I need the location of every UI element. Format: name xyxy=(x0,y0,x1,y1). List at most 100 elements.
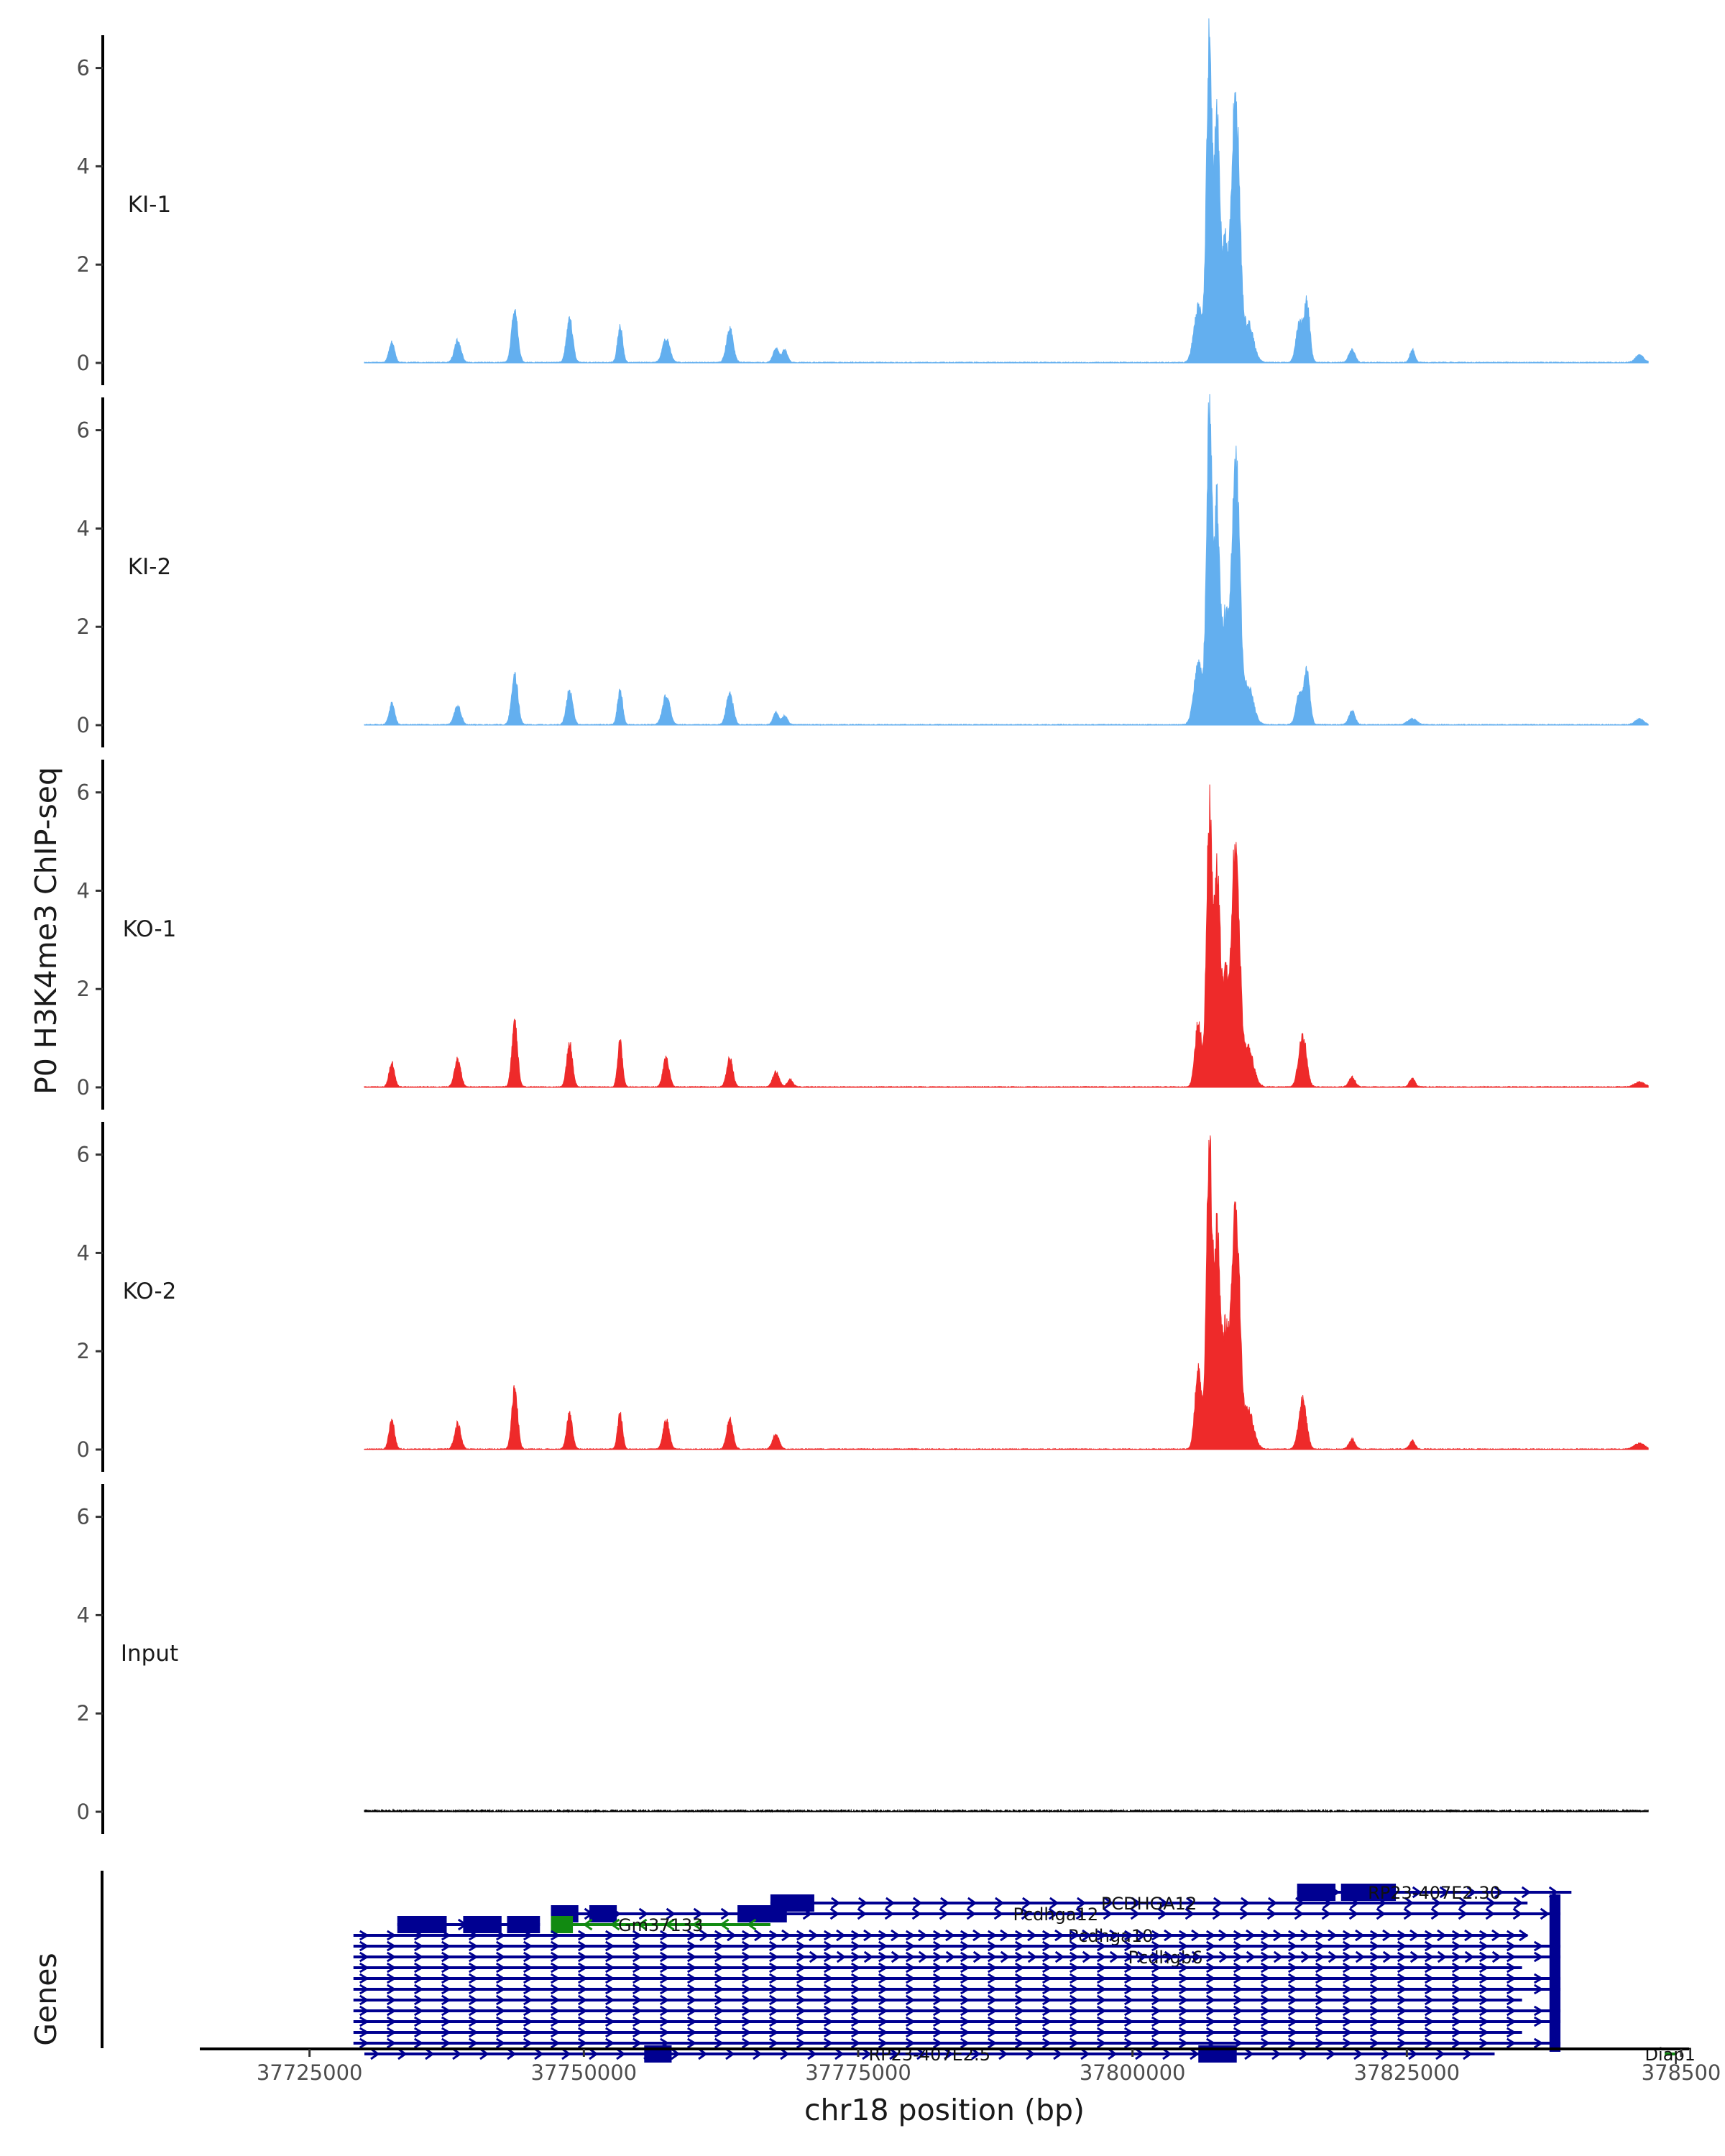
strand-arrow xyxy=(1080,2047,1090,2060)
strand-arrow xyxy=(604,2005,615,2017)
strand-arrow xyxy=(616,2047,626,2060)
strand-arrow xyxy=(1205,2037,1216,2049)
strand-arrow xyxy=(741,2027,752,2038)
strand-arrow xyxy=(1014,1940,1025,1952)
strand-arrow xyxy=(659,2037,670,2049)
strand-arrow xyxy=(468,1973,479,1984)
strand-arrow xyxy=(768,1940,779,1952)
strand-arrow xyxy=(1521,1886,1532,1899)
strand-arrow xyxy=(1287,2027,1298,2038)
strand-arrow xyxy=(823,1951,834,1963)
strand-arrow xyxy=(1178,1930,1189,1941)
strand-arrow xyxy=(1342,1962,1353,1973)
strand-arrow xyxy=(796,1930,806,1941)
strand-arrow xyxy=(1506,2016,1517,2027)
strand-arrow xyxy=(1451,2027,1462,2038)
strand-arrow xyxy=(1506,1973,1517,1984)
strand-arrow xyxy=(359,2016,369,2027)
strand-arrow xyxy=(1123,1984,1134,1995)
strand-arrow xyxy=(386,2037,397,2049)
strand-arrow xyxy=(1108,2047,1118,2060)
strand-arrow xyxy=(1540,1907,1550,1920)
strand-arrow xyxy=(768,1962,779,1973)
strand-arrow xyxy=(1451,2037,1462,2049)
strand-arrow xyxy=(632,1994,643,2006)
strand-arrow xyxy=(1123,2005,1134,2017)
strand-arrow xyxy=(850,1962,861,1973)
strand-arrow xyxy=(960,1940,970,1952)
strand-arrow xyxy=(1478,1994,1489,2006)
strand-arrow xyxy=(1533,1984,1544,1995)
strand-arrow xyxy=(632,1940,643,1952)
strand-arrow xyxy=(495,1973,506,1984)
strand-arrow xyxy=(577,2027,588,2038)
strand-arrow xyxy=(523,2005,533,2017)
strand-arrow xyxy=(1260,1973,1271,1984)
strand-arrow xyxy=(659,2016,670,2027)
strand-arrow xyxy=(1478,1951,1489,1963)
gene-unnamed-0 xyxy=(397,1916,540,1933)
strand-arrow xyxy=(967,1897,978,1909)
strand-arrow xyxy=(1397,2027,1407,2038)
strand-arrow xyxy=(604,1930,615,1941)
strand-arrow xyxy=(1478,2005,1489,2017)
strand-arrow xyxy=(441,2027,451,2038)
strand-arrow xyxy=(1069,1951,1080,1963)
strand-arrow xyxy=(1342,2005,1353,2017)
strand-arrow xyxy=(1342,2016,1353,2027)
strand-arrow xyxy=(719,1918,730,1931)
strand-arrow xyxy=(1397,1962,1407,1973)
y-tick-label: 4 xyxy=(77,154,90,178)
strand-arrow xyxy=(884,1907,895,1920)
strand-arrow xyxy=(1506,2037,1517,2049)
strand-arrow xyxy=(1315,1951,1325,1963)
strand-arrow xyxy=(610,1918,620,1931)
strand-arrow xyxy=(1205,1984,1216,1995)
track-label: KI-1 xyxy=(128,192,171,218)
strand-arrow xyxy=(1096,1951,1107,1963)
strand-arrow xyxy=(1096,2016,1107,2027)
strand-arrow xyxy=(1233,1940,1243,1952)
strand-arrow xyxy=(386,1951,397,1963)
strand-arrow xyxy=(1424,2037,1435,2049)
strand-arrow xyxy=(1130,1907,1141,1920)
strand-arrow xyxy=(686,1940,697,1952)
strand-arrow xyxy=(796,2016,806,2027)
strand-arrow xyxy=(507,2047,517,2060)
strand-arrow xyxy=(686,2037,697,2049)
strand-arrow xyxy=(550,2016,561,2027)
strand-arrow xyxy=(1260,1962,1271,1973)
strand-arrow xyxy=(1533,1973,1544,1984)
strand-arrow xyxy=(1397,1984,1407,1995)
strand-arrow xyxy=(768,2027,779,2038)
y-tick-label: 0 xyxy=(77,1437,90,1462)
strand-arrow xyxy=(386,1973,397,1984)
strand-arrow xyxy=(1014,1994,1025,2006)
strand-arrow xyxy=(523,1962,533,1973)
strand-arrow xyxy=(960,1962,970,1973)
strand-arrow xyxy=(1014,2027,1025,2038)
strand-arrow xyxy=(632,2016,643,2027)
strand-arrow xyxy=(1014,1951,1025,1963)
strand-arrow xyxy=(550,1994,561,2006)
strand-arrow xyxy=(1048,1907,1059,1920)
strand-arrow xyxy=(878,1951,888,1963)
strand-arrow xyxy=(359,1973,369,1984)
strand-arrow xyxy=(686,1994,697,2006)
strand-arrow xyxy=(768,1930,779,1941)
y-tick-label: 0 xyxy=(77,1075,90,1100)
strand-arrow xyxy=(1178,2016,1189,2027)
strand-arrow xyxy=(1123,1951,1134,1963)
strand-arrow xyxy=(386,1984,397,1995)
y-tick-label: 4 xyxy=(77,516,90,540)
strand-arrow xyxy=(1315,1930,1325,1941)
strand-arrow xyxy=(1151,1973,1162,1984)
strand-arrow xyxy=(796,2005,806,2017)
strand-arrow xyxy=(1430,1907,1441,1920)
strand-arrow xyxy=(686,2027,697,2038)
strand-arrow xyxy=(1506,2005,1517,2017)
strand-arrow xyxy=(932,1940,943,1952)
strand-arrow xyxy=(1478,1940,1489,1952)
strand-arrow xyxy=(960,2027,970,2038)
strand-arrow xyxy=(1213,1897,1223,1909)
